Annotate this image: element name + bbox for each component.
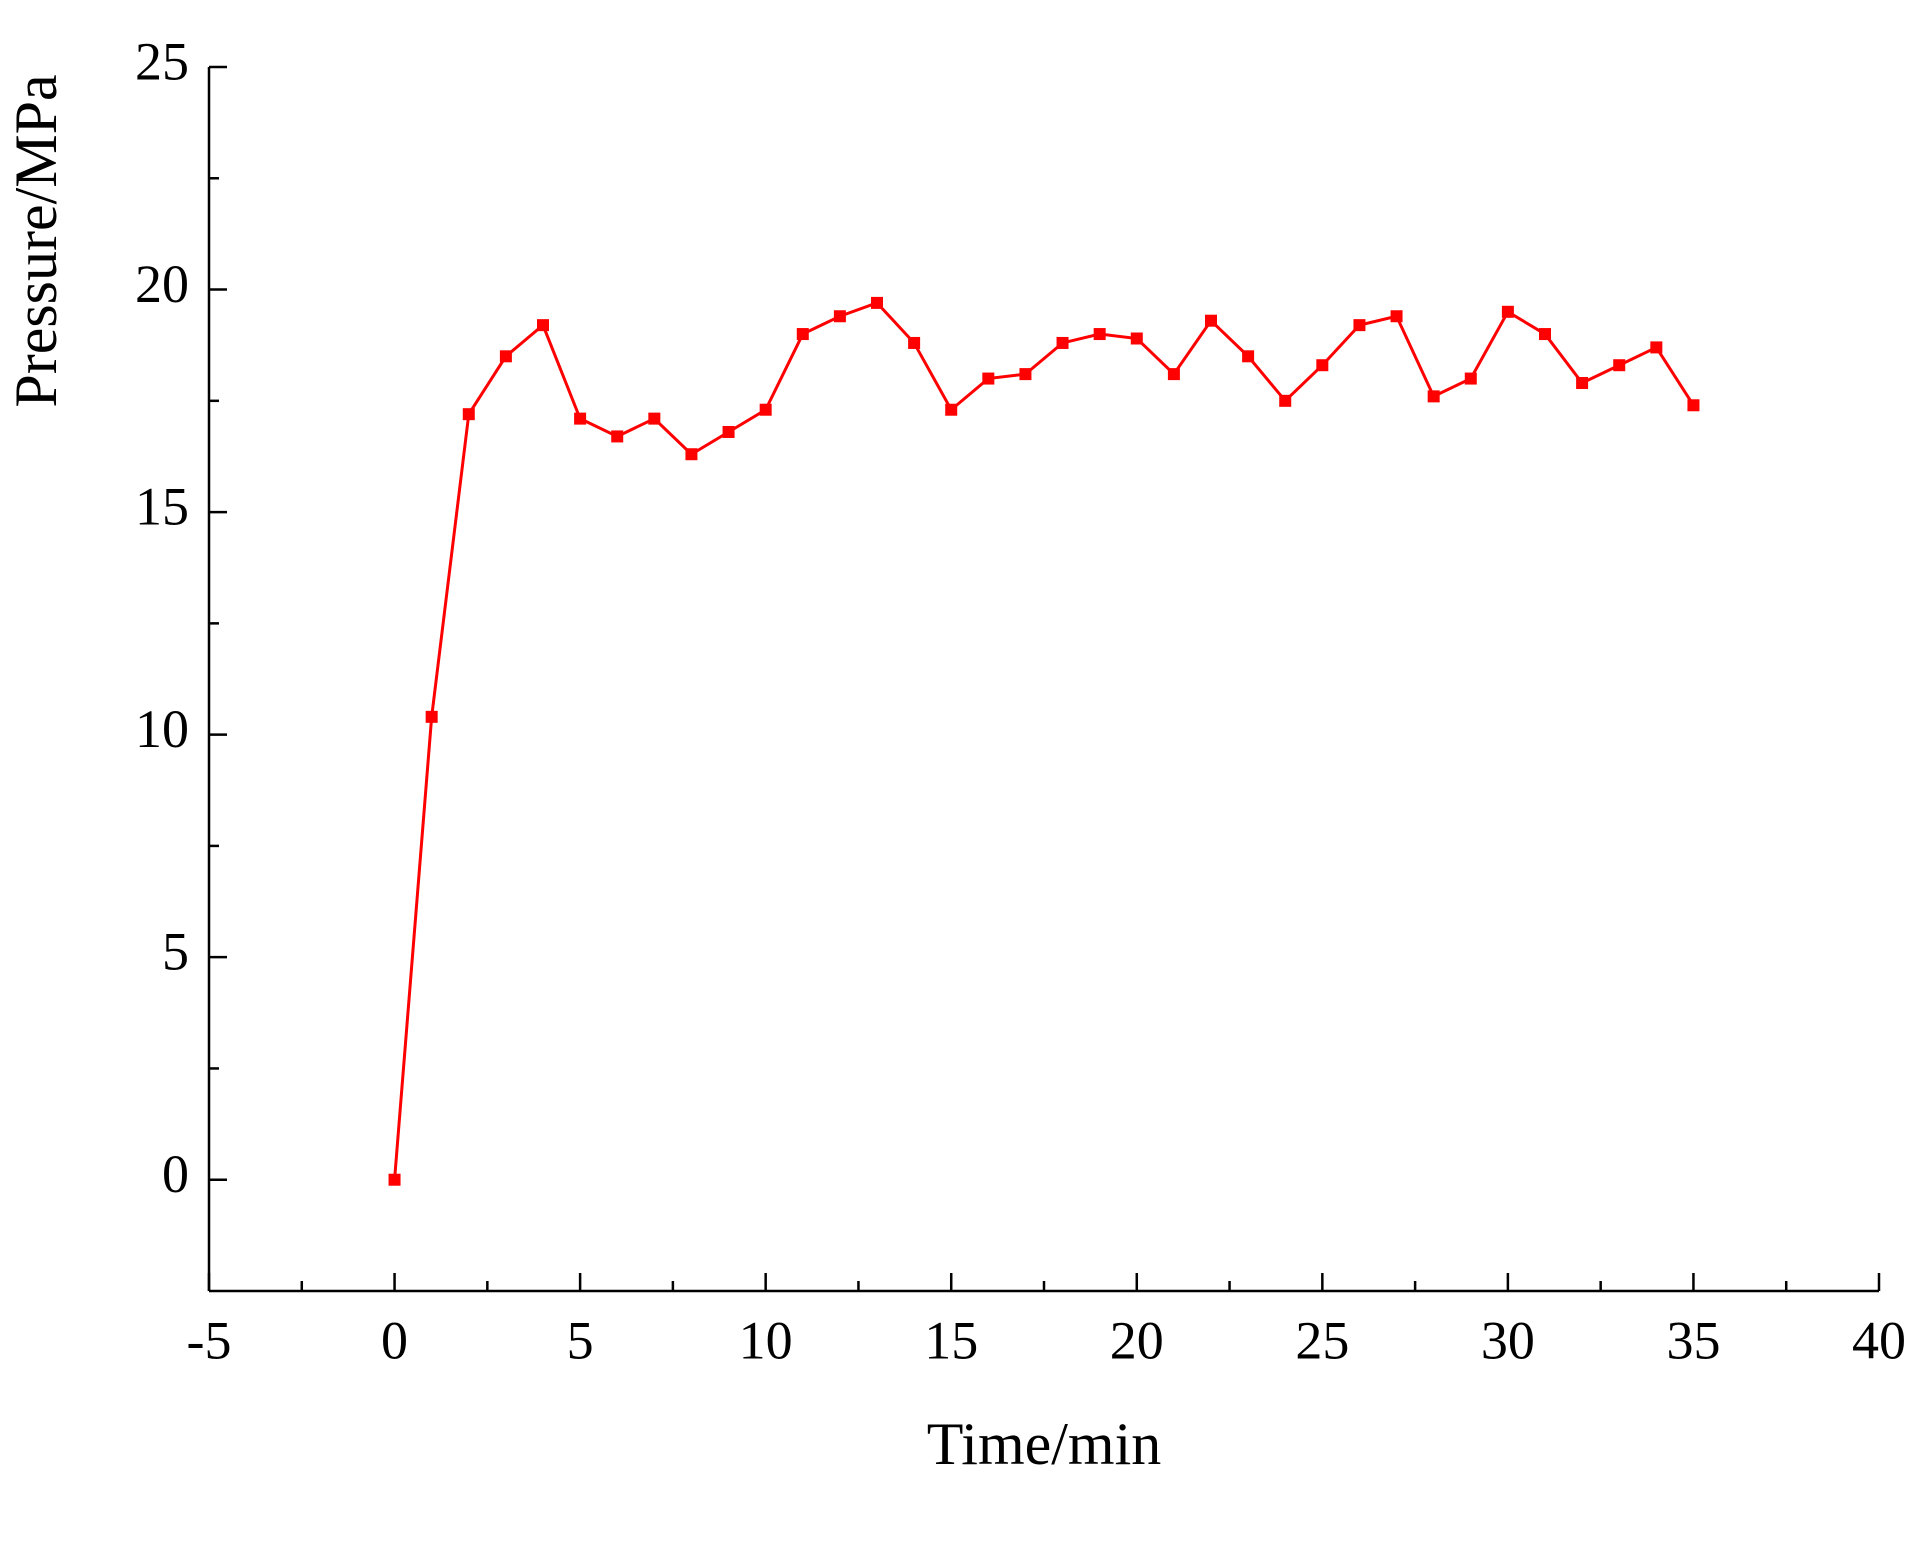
data-point <box>388 1173 401 1186</box>
y-tick-label: 10 <box>135 699 189 759</box>
data-point <box>982 372 995 385</box>
data-point <box>945 403 958 416</box>
data-point <box>648 412 661 425</box>
y-tick-label: 20 <box>135 254 189 314</box>
data-point <box>1464 372 1477 385</box>
data-point <box>1056 336 1069 349</box>
x-tick-label: 20 <box>1110 1310 1164 1370</box>
data-point <box>685 448 698 461</box>
data-point <box>871 296 883 309</box>
y-tick-label: 15 <box>135 476 189 536</box>
y-axis-title: Pressure/MPa <box>3 74 69 407</box>
x-tick-label: 5 <box>567 1310 594 1370</box>
data-point <box>908 336 921 349</box>
x-tick-label: -5 <box>187 1310 232 1370</box>
data-point <box>425 710 438 723</box>
x-tick-label: 15 <box>924 1310 978 1370</box>
x-tick-label: 25 <box>1295 1310 1349 1370</box>
data-point <box>462 408 475 421</box>
data-point <box>1316 359 1329 372</box>
x-tick-label: 10 <box>739 1310 793 1370</box>
data-point <box>1205 314 1217 327</box>
x-axis-title: Time/min <box>927 1411 1162 1477</box>
data-point <box>1687 399 1700 412</box>
data-point <box>1539 328 1551 341</box>
data-point <box>1390 310 1403 323</box>
data-point <box>1353 319 1366 332</box>
data-point <box>611 430 624 443</box>
data-point <box>722 425 735 438</box>
series-line <box>393 301 1695 1180</box>
data-point <box>574 412 587 425</box>
data-point <box>833 310 846 323</box>
data-point <box>499 350 512 363</box>
y-tick-label: 5 <box>162 922 189 982</box>
data-point <box>1130 332 1143 345</box>
data-point <box>1427 390 1440 403</box>
data-point <box>1613 359 1626 372</box>
data-point <box>1576 377 1589 390</box>
data-point <box>1019 368 1032 381</box>
data-point <box>759 403 772 416</box>
x-tick-label: 35 <box>1666 1310 1720 1370</box>
data-point <box>1650 341 1663 354</box>
data-point <box>1167 368 1180 381</box>
data-point <box>1501 305 1514 318</box>
data-point <box>796 328 809 341</box>
data-point <box>1093 328 1106 341</box>
y-tick-label: 25 <box>135 31 189 91</box>
data-point <box>1242 350 1255 363</box>
data-point <box>1279 394 1292 407</box>
y-tick-label: 0 <box>162 1144 189 1204</box>
x-tick-label: 30 <box>1481 1310 1535 1370</box>
x-tick-label: 0 <box>381 1310 408 1370</box>
x-tick-label: 40 <box>1852 1310 1906 1370</box>
data-point <box>537 319 549 332</box>
